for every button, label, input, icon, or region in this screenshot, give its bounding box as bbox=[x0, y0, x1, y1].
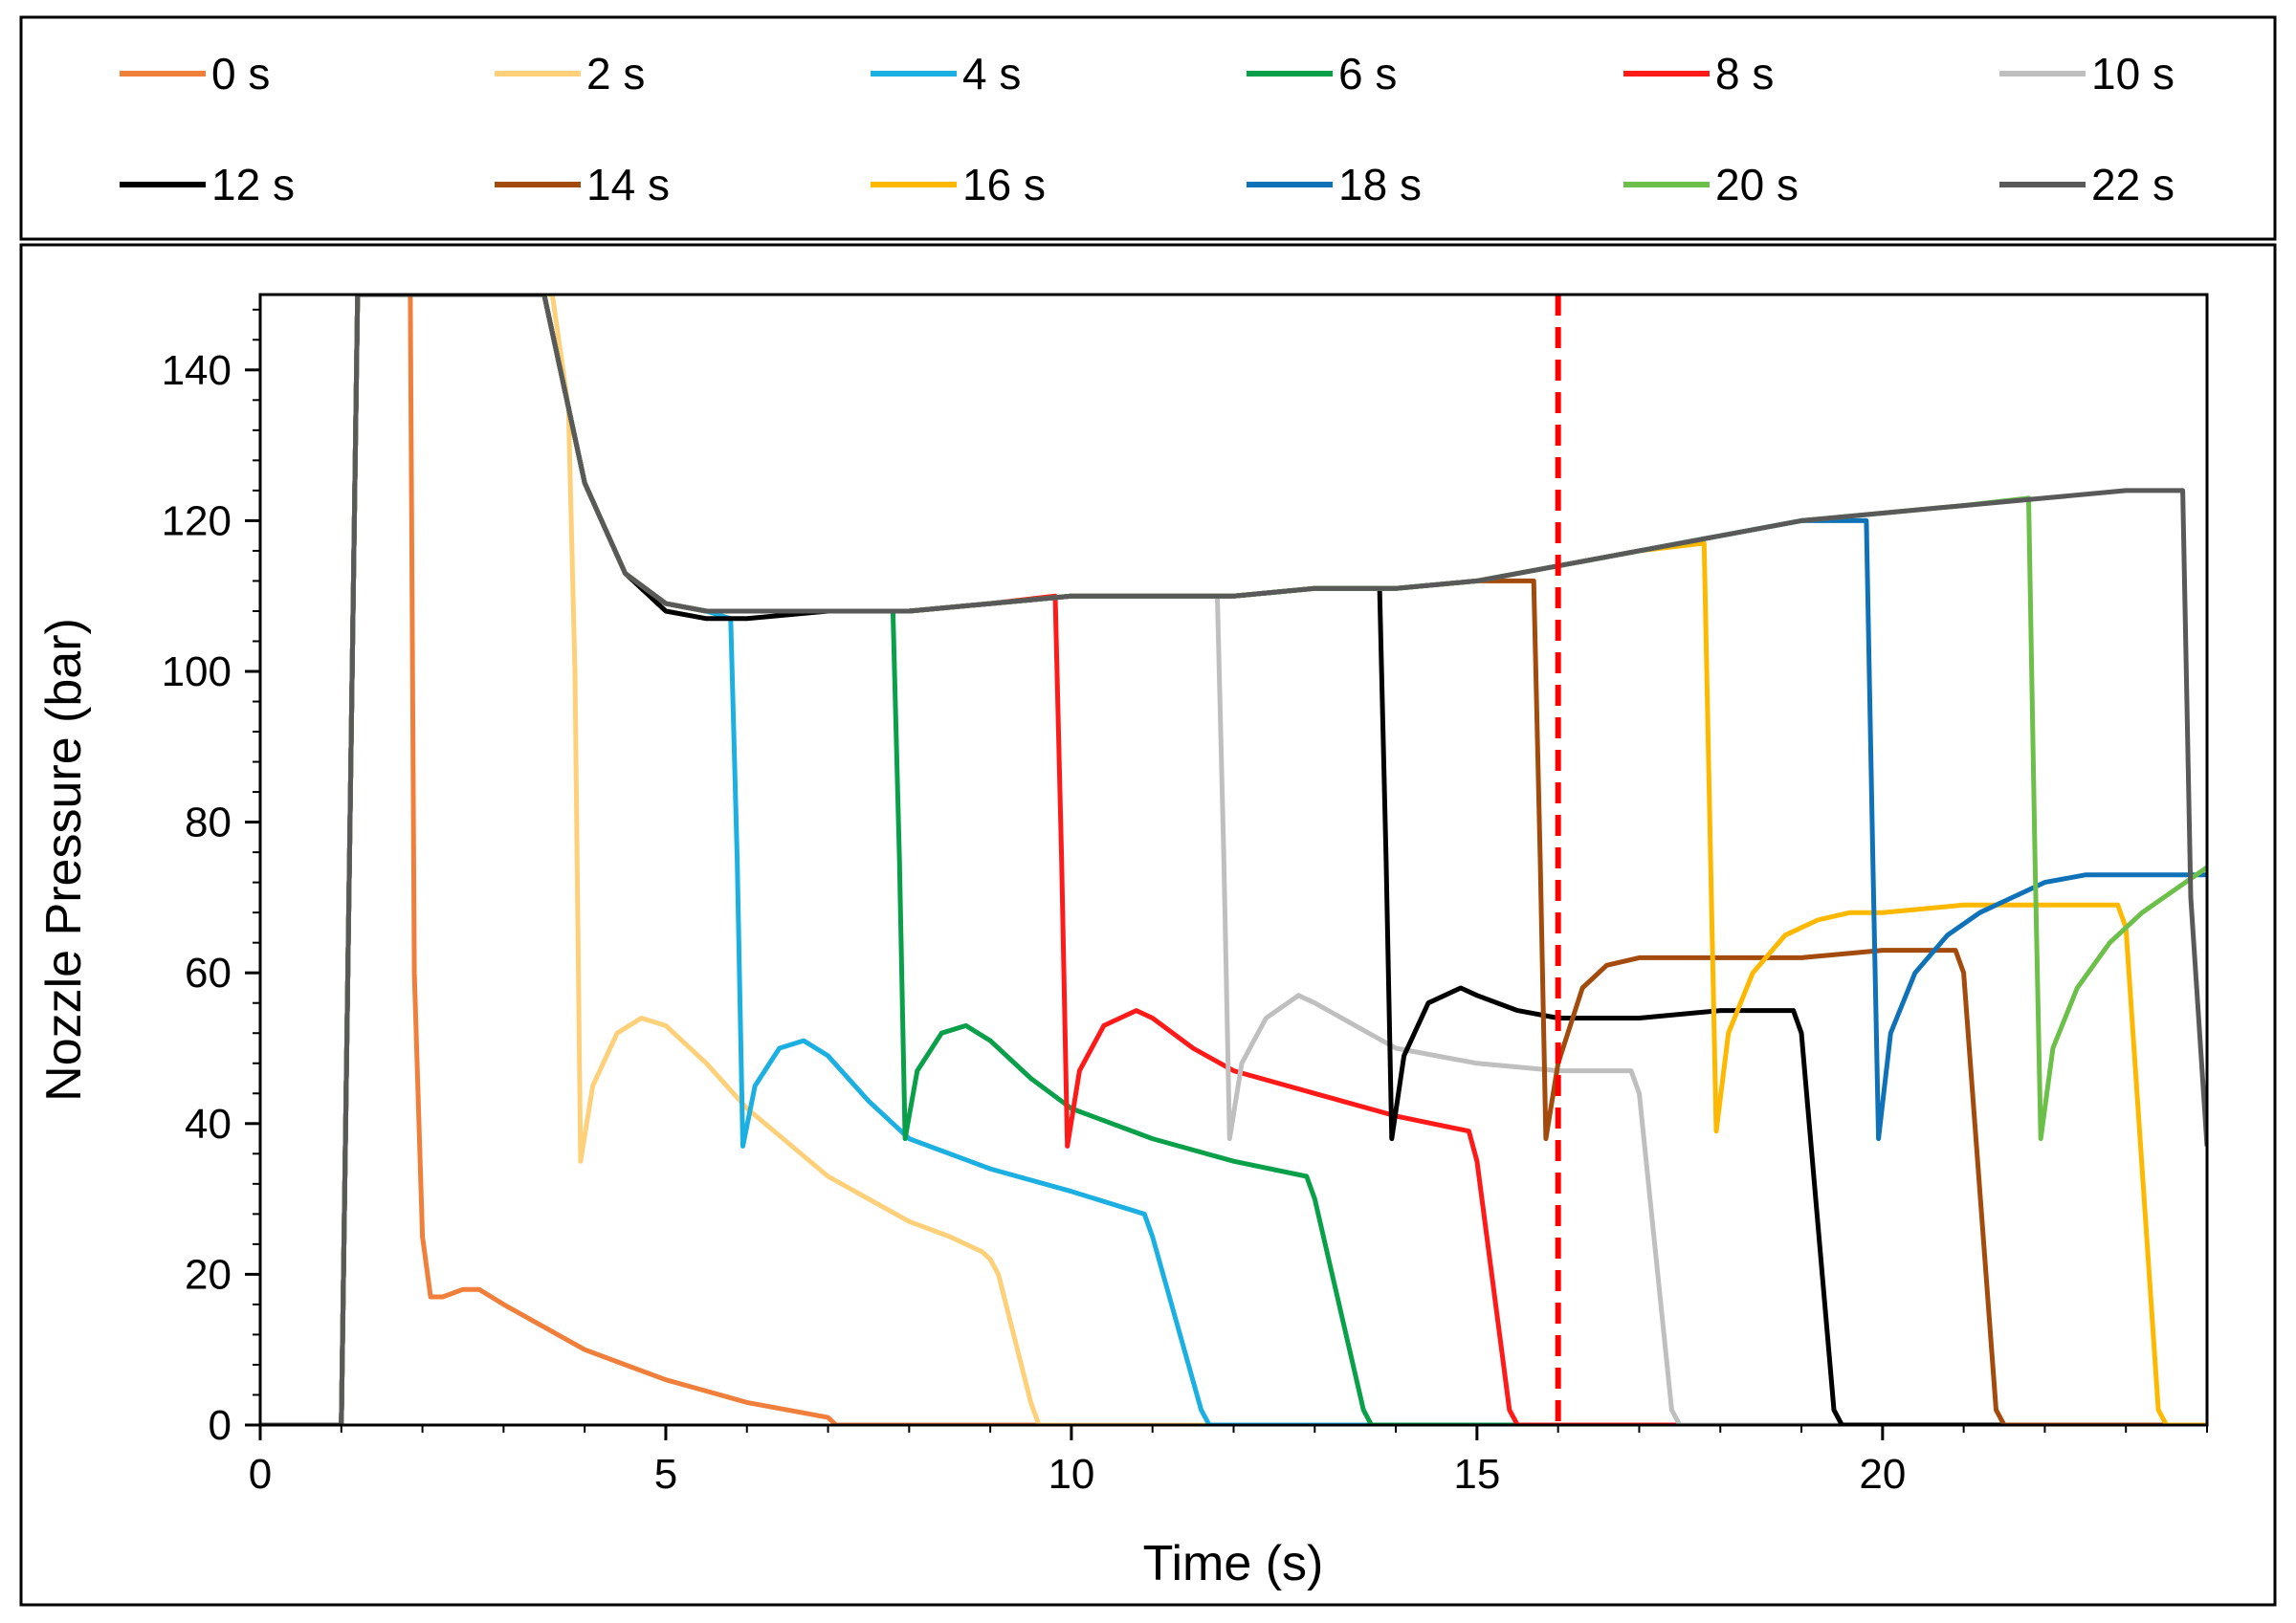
legend-label: 10 s bbox=[2091, 49, 2175, 99]
x-tick-label: 0 bbox=[249, 1451, 272, 1498]
y-axis-title: Nozzle Pressure (bar) bbox=[36, 618, 92, 1102]
legend-label: 8 s bbox=[1715, 49, 1774, 99]
y-tick-label: 40 bbox=[185, 1101, 232, 1148]
axes: 0 20 40 60 80 100 120 140 0 5 10 15 20 bbox=[162, 308, 2208, 1498]
legend-label: 2 s bbox=[586, 49, 645, 99]
x-axis-title: Time (s) bbox=[1143, 1536, 1324, 1591]
legend-label: 22 s bbox=[2091, 160, 2175, 209]
legend-label: 18 s bbox=[1338, 160, 1422, 209]
legend-box bbox=[19, 15, 2277, 241]
series-layer bbox=[260, 295, 2207, 1425]
legend-label: 14 s bbox=[586, 160, 670, 209]
legend-label: 0 s bbox=[211, 49, 270, 99]
legend-label: 16 s bbox=[962, 160, 1046, 209]
legend: 0 s 2 s 4 s 6 s 8 s 10 s 12 s 14 s 16 s 18 s 20 s 2… bbox=[120, 49, 2175, 209]
x-tick-label: 10 bbox=[1048, 1451, 1094, 1498]
y-tick-label: 80 bbox=[185, 800, 232, 846]
series-line-2s bbox=[260, 295, 2207, 1425]
x-tick-label: 5 bbox=[654, 1451, 677, 1498]
legend-label: 12 s bbox=[211, 160, 295, 209]
y-tick-label: 60 bbox=[185, 950, 232, 997]
x-tick-label: 20 bbox=[1859, 1451, 1906, 1498]
series-line-0s bbox=[260, 295, 2207, 1425]
legend-label: 4 s bbox=[962, 49, 1021, 99]
y-tick-label: 0 bbox=[209, 1402, 232, 1449]
chart-frame bbox=[19, 243, 2277, 1607]
legend-label: 6 s bbox=[1338, 49, 1397, 99]
series-line-22s bbox=[260, 295, 2207, 1425]
y-tick-label: 100 bbox=[162, 648, 232, 695]
y-tick-label: 120 bbox=[162, 497, 232, 544]
legend-label: 20 s bbox=[1715, 160, 1799, 209]
x-tick-label: 15 bbox=[1453, 1451, 1500, 1498]
y-tick-label: 20 bbox=[185, 1251, 232, 1298]
y-tick-label: 140 bbox=[162, 347, 232, 394]
